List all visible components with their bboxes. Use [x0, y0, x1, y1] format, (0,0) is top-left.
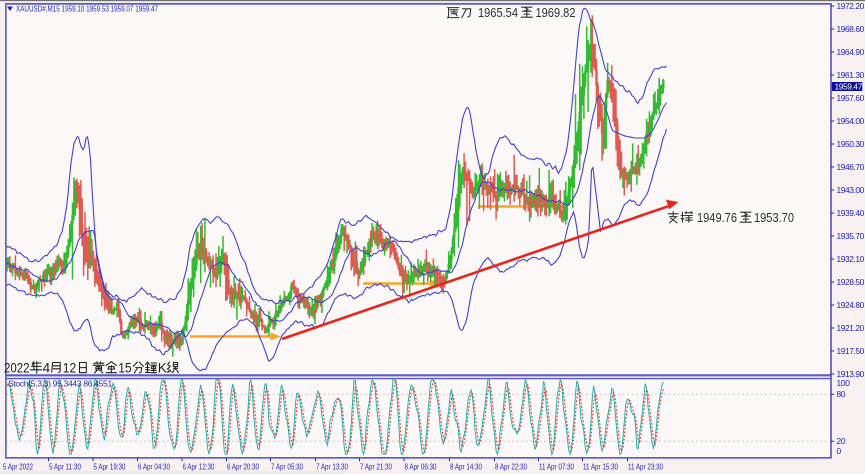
svg-text:1972.20: 1972.20 [837, 1, 865, 11]
svg-text:8 Apr 06:30: 8 Apr 06:30 [405, 461, 437, 471]
svg-text:7 Apr 05:30: 7 Apr 05:30 [271, 461, 303, 471]
svg-text:12: 12 [63, 360, 77, 375]
svg-text:1921.20: 1921.20 [837, 323, 865, 333]
svg-text:6 Apr 04:30: 6 Apr 04:30 [138, 461, 170, 471]
svg-text:15: 15 [118, 360, 132, 375]
svg-text:1959.47: 1959.47 [835, 81, 863, 91]
svg-text:1964.90: 1964.90 [837, 47, 865, 57]
svg-text:6 Apr 20:30: 6 Apr 20:30 [227, 461, 259, 471]
svg-text:4: 4 [43, 360, 51, 375]
svg-text:11 Apr 07:30: 11 Apr 07:30 [539, 461, 574, 471]
svg-text:0: 0 [837, 446, 842, 456]
svg-text:1924.80: 1924.80 [837, 300, 865, 310]
svg-text:2022: 2022 [4, 360, 30, 375]
svg-text:11 Apr 15:30: 11 Apr 15:30 [583, 461, 618, 471]
svg-text:K: K [158, 360, 167, 375]
svg-text:1949.76: 1949.76 [697, 210, 737, 225]
svg-text:1946.70: 1946.70 [837, 162, 865, 172]
svg-text:1953.70: 1953.70 [754, 210, 794, 225]
svg-text:1939.40: 1939.40 [837, 208, 865, 218]
svg-text:1969.82: 1969.82 [536, 5, 576, 20]
svg-text:1928.50: 1928.50 [837, 277, 865, 287]
svg-text:8 Apr 14:30: 8 Apr 14:30 [450, 461, 482, 471]
svg-text:20: 20 [837, 436, 846, 446]
svg-text:5 Apr 19:30: 5 Apr 19:30 [94, 461, 126, 471]
svg-text:1961.30: 1961.30 [837, 70, 865, 80]
svg-text:1957.60: 1957.60 [837, 93, 865, 103]
svg-text:6 Apr 12:30: 6 Apr 12:30 [183, 461, 215, 471]
svg-text:1954.00: 1954.00 [837, 116, 865, 126]
svg-text:1913.90: 1913.90 [837, 369, 865, 379]
svg-text:1943.00: 1943.00 [837, 185, 865, 195]
svg-text:100: 100 [837, 378, 851, 388]
svg-text:Stoch(5,3,3) 95.3443 86.4551: Stoch(5,3,3) 95.3443 86.4551 [8, 379, 112, 389]
svg-text:1965.54: 1965.54 [478, 5, 518, 20]
svg-text:7 Apr 21:30: 7 Apr 21:30 [360, 461, 392, 471]
svg-text:8 Apr 22:30: 8 Apr 22:30 [495, 461, 527, 471]
svg-text:XAUUSD#,M15 1959.10 1959.53 1: XAUUSD#,M15 1959.10 1959.53 1959.07 1959… [16, 4, 158, 13]
svg-text:5 Apr 2022: 5 Apr 2022 [3, 461, 33, 471]
svg-text:11 Apr 23:30: 11 Apr 23:30 [628, 461, 663, 471]
svg-text:1932.10: 1932.10 [837, 254, 865, 264]
svg-text:5 Apr 11:30: 5 Apr 11:30 [49, 461, 81, 471]
svg-text:1968.60: 1968.60 [837, 24, 865, 34]
svg-text:1935.70: 1935.70 [837, 231, 865, 241]
svg-text:1917.50: 1917.50 [837, 346, 865, 356]
svg-text:80: 80 [837, 389, 846, 399]
svg-text:1950.30: 1950.30 [837, 139, 865, 149]
svg-text:7 Apr 13:30: 7 Apr 13:30 [316, 461, 348, 471]
